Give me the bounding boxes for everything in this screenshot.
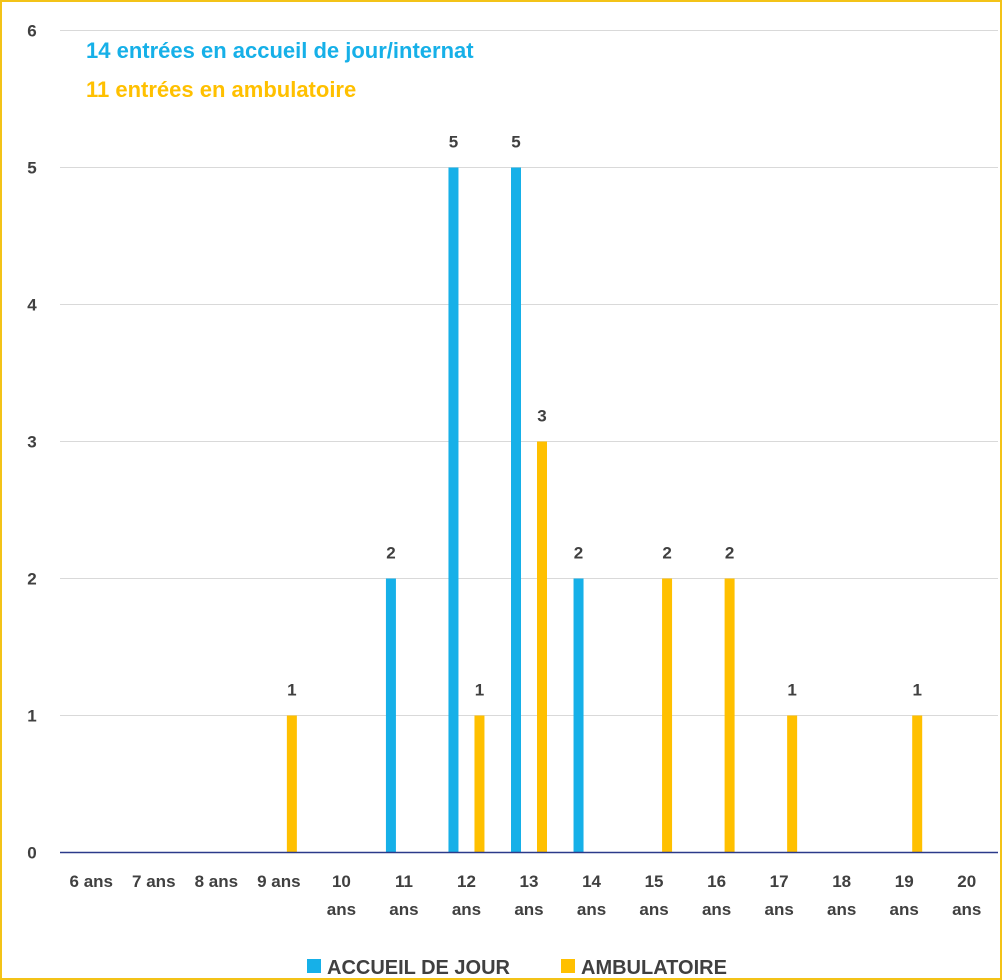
x-tick-label: 14 ans	[577, 872, 606, 919]
data-label: 3	[537, 407, 546, 426]
data-label: 1	[475, 681, 484, 700]
y-tick-label: 3	[27, 433, 36, 452]
bar	[537, 441, 547, 853]
x-tick-label: 20 ans	[952, 872, 981, 919]
x-tick-label: 17 ans	[764, 872, 793, 919]
data-label: 5	[449, 133, 458, 152]
bar	[787, 715, 798, 853]
value-labels: 2 5 5 2 1 1 3 2 2 1 1	[287, 133, 922, 700]
bar	[474, 715, 485, 853]
bar	[912, 715, 923, 853]
annotation-ambulatoire: 11 entrées en ambulatoire	[86, 77, 356, 102]
x-tick-label: 8 ans	[195, 872, 238, 891]
x-tick-label: 11 ans	[389, 872, 418, 919]
x-tick-label: 19 ans	[890, 872, 919, 919]
x-tick-label: 16 ans	[702, 872, 731, 919]
legend: ACCUEIL DE JOUR AMBULATOIRE	[307, 957, 727, 979]
bar	[448, 167, 459, 853]
data-label: 2	[662, 544, 671, 563]
legend-label-accueil: ACCUEIL DE JOUR	[327, 957, 511, 979]
legend-label-ambulatoire: AMBULATOIRE	[581, 957, 727, 979]
y-axis: 0 1 2 3 4 5 6	[27, 22, 37, 863]
bars	[286, 167, 923, 853]
x-tick-label: 9 ans	[257, 872, 300, 891]
data-label: 2	[725, 544, 734, 563]
data-label: 1	[912, 681, 921, 700]
x-tick-label: 10 ans	[327, 872, 356, 919]
x-tick-label: 7 ans	[132, 872, 175, 891]
annotation-accueil: 14 entrées en accueil de jour/internat	[86, 38, 474, 63]
y-tick-label: 1	[27, 707, 36, 726]
bar	[286, 715, 297, 853]
annotations: 14 entrées en accueil de jour/internat 1…	[86, 38, 474, 102]
bar	[724, 578, 735, 853]
y-tick-label: 6	[27, 22, 36, 41]
data-label: 2	[574, 544, 583, 563]
legend-swatch-accueil	[307, 959, 321, 973]
gridlines	[60, 30, 998, 716]
legend-swatch-ambulatoire	[561, 959, 575, 973]
data-label: 2	[386, 544, 395, 563]
x-tick-label: 6 ans	[70, 872, 113, 891]
data-label: 1	[287, 681, 296, 700]
y-tick-label: 5	[27, 159, 36, 178]
bar	[385, 578, 396, 853]
x-axis: 6 ans 7 ans 8 ans 9 ans 10 ans 11 ans 12 ans 13 ans…	[60, 851, 998, 919]
x-tick-label: 18 ans	[827, 872, 856, 919]
x-tick-label: 13 ans	[514, 872, 543, 919]
data-label: 1	[787, 681, 796, 700]
y-tick-label: 2	[27, 570, 36, 589]
data-label: 5	[511, 133, 520, 152]
bar	[662, 578, 673, 853]
bar	[511, 167, 521, 853]
y-tick-label: 4	[27, 296, 37, 315]
x-tick-label: 15 ans	[639, 872, 668, 919]
x-tick-label: 12 ans	[452, 872, 481, 919]
bar	[573, 578, 584, 853]
y-tick-label: 0	[27, 844, 36, 863]
